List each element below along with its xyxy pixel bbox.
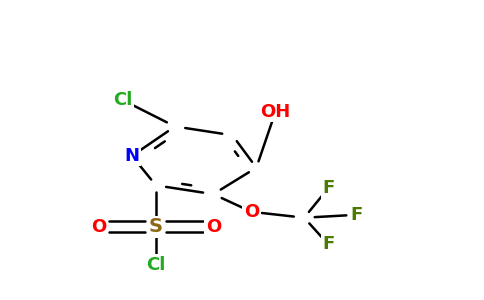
Text: O: O [206,218,221,236]
Text: Cl: Cl [146,256,166,274]
Text: O: O [244,203,259,221]
Text: O: O [91,218,106,236]
Text: F: F [322,235,334,253]
Text: F: F [351,206,363,224]
Text: F: F [322,179,334,197]
Text: Cl: Cl [113,91,132,109]
Text: OH: OH [260,103,290,121]
Text: S: S [149,217,163,236]
Text: N: N [124,147,139,165]
